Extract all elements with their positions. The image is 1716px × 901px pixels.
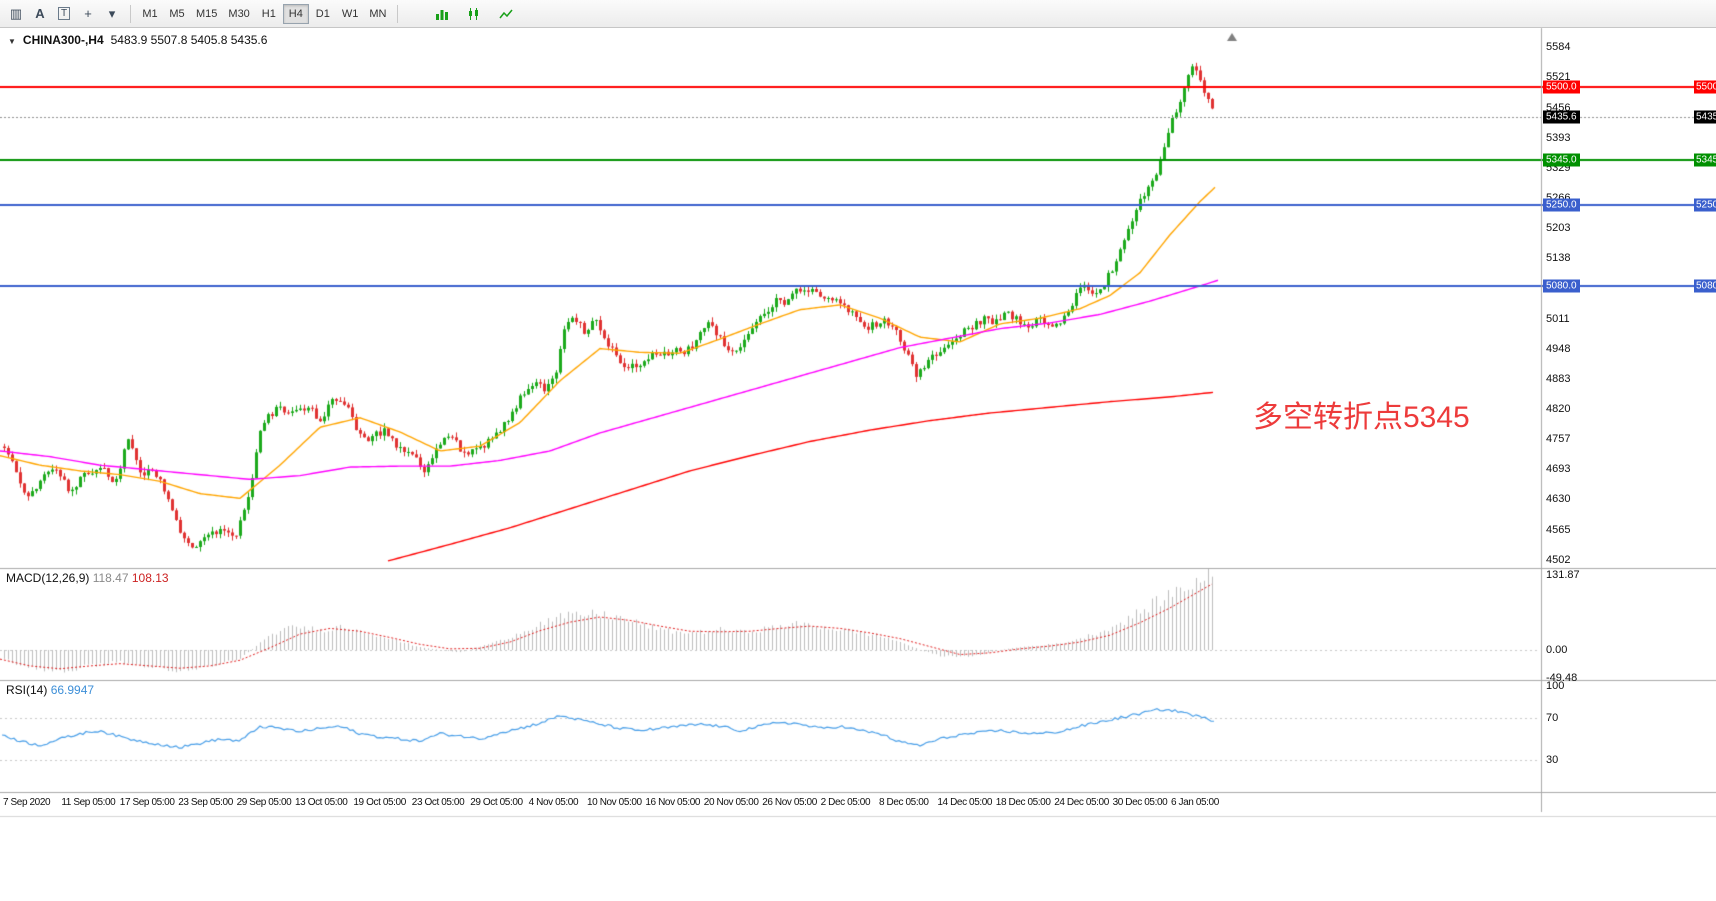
macd-signal-value: 108.13 (131, 571, 169, 585)
toolbar: ▥ A T + ▾ M1 M5 M15 M30 H1 H4 D1 W1 MN (0, 0, 1716, 28)
rsi-scale-label: 30 (1546, 754, 1559, 767)
timeframe-group: M1 M5 M15 M30 H1 H4 D1 W1 MN (137, 3, 391, 24)
time-axis-label: 29 Sep 05:00 (236, 797, 292, 808)
time-axis-label: 4 Nov 05:00 (528, 797, 579, 808)
text-label-icon: A (35, 6, 45, 21)
price-scale-label: 5203 (1546, 221, 1571, 234)
time-axis-label: 20 Nov 05:00 (703, 797, 759, 808)
toolbar-left-icons: ▥ A T + ▾ (4, 3, 124, 25)
dropdown-arrow-icon[interactable]: ▾ (100, 3, 124, 25)
price-badge: 5250.0 (1543, 198, 1580, 212)
price-scale-label: 4693 (1546, 463, 1571, 476)
price-badge: 5080.0 (1543, 279, 1580, 293)
time-axis-label: 10 Nov 05:00 (587, 797, 642, 808)
time-axis-label: 7 Sep 2020 (3, 797, 51, 808)
macd-name: MACD(12,26,9) (6, 571, 90, 585)
price-scale-label: 4630 (1546, 493, 1571, 506)
chart-window-icon: ▥ (9, 5, 23, 21)
time-axis-label: 16 Nov 05:00 (645, 797, 701, 808)
time-axis-label: 6 Jan 05:00 (1171, 797, 1219, 808)
macd-scale-label: -49.48 (1546, 672, 1578, 685)
time-axis-label: 11 Sep 05:00 (61, 797, 116, 808)
time-axis-label: 23 Oct 05:00 (411, 797, 465, 808)
price-scale-label: 4948 (1546, 342, 1571, 355)
timeframe-m1[interactable]: M1 (142, 7, 158, 20)
macd-main-value: 118.47 (92, 571, 129, 585)
symbol-title: CHINA300-,H4 (22, 33, 104, 47)
text-tool-icon: T (57, 7, 71, 20)
price-badge-edge: 5345.0 (1694, 153, 1716, 167)
time-axis-label: 19 Oct 05:00 (353, 797, 406, 808)
time-axis-label: 17 Sep 05:00 (119, 797, 175, 808)
rsi-scale-label: 70 (1546, 711, 1559, 724)
toolbar-right-icons (430, 3, 518, 25)
bar-chart-icon[interactable] (430, 3, 454, 25)
chart-window-icon[interactable]: ▥ (4, 3, 28, 25)
price-scale-label: 4820 (1546, 403, 1571, 416)
time-axis-label: 13 Oct 05:00 (295, 797, 348, 808)
macd-scale-label: 131.87 (1546, 569, 1580, 581)
line-chart-icon[interactable] (494, 3, 518, 25)
price-scale-label: 4883 (1546, 373, 1571, 386)
price-badge-edge: 5500.0 (1694, 80, 1716, 94)
price-badge-edge: 5080.0 (1694, 279, 1716, 293)
price-badge-edge: 5250.0 (1694, 198, 1716, 212)
timeframe-m15[interactable]: M15 (196, 7, 218, 20)
rsi-value: 66.9947 (50, 683, 95, 697)
price-scale-label: 4565 (1546, 524, 1571, 537)
toolbar-separator (130, 4, 131, 23)
rsi-name: RSI(14) (6, 683, 48, 697)
price-badge: 5345.0 (1543, 153, 1580, 167)
price-badge-edge: 5435.6 (1694, 110, 1716, 124)
text-label-icon[interactable]: A (28, 3, 52, 25)
timeframe-d1[interactable]: D1 (315, 7, 330, 20)
time-axis-label: 29 Oct 05:00 (470, 797, 523, 808)
toolbar-separator (397, 4, 399, 23)
symbol-dropdown-icon[interactable]: ▼ (8, 37, 16, 46)
price-scale-label: 5584 (1546, 41, 1571, 53)
price-scale-label: 5138 (1546, 252, 1571, 265)
ohlc-values: 5483.9 5507.8 5405.8 5435.6 (110, 33, 268, 47)
time-axis-label: 23 Sep 05:00 (178, 797, 233, 808)
price-badge: 5435.6 (1543, 110, 1580, 124)
macd-scale-label: 0.00 (1546, 644, 1568, 656)
dropdown-arrow-icon: ▾ (108, 5, 116, 21)
timeframe-w1[interactable]: W1 (341, 7, 359, 20)
price-scale-label: 5011 (1546, 312, 1570, 325)
time-axis-label: 14 Dec 05:00 (937, 797, 993, 808)
annotation-text[interactable]: 多空转折点5345 (1253, 401, 1470, 434)
text-tool-icon[interactable]: T (52, 3, 76, 25)
rsi-label: RSI(14) 66.9947 (6, 683, 94, 697)
price-scale-label: 4502 (1546, 553, 1571, 566)
price-scale-label: 5393 (1546, 131, 1571, 144)
price-scale-label: 5521 (1546, 70, 1571, 83)
time-axis-label: 24 Dec 05:00 (1054, 797, 1109, 808)
timeframe-m30[interactable]: M30 (228, 7, 250, 20)
rsi-scale-label: 100 (1546, 680, 1565, 692)
timeframe-h1[interactable]: H1 (261, 7, 276, 20)
crosshair-icon: + (84, 6, 92, 21)
time-axis-label: 26 Nov 05:00 (762, 797, 817, 808)
time-axis-label: 2 Dec 05:00 (820, 797, 871, 808)
time-axis-label: 30 Dec 05:00 (1112, 797, 1168, 808)
timeframe-mn[interactable]: MN (369, 7, 387, 20)
time-axis-label: 8 Dec 05:00 (879, 797, 929, 808)
timeframe-m5[interactable]: M5 (169, 7, 185, 20)
price-scale-label: 4757 (1546, 433, 1571, 446)
timeframe-h4[interactable]: H4 (282, 3, 309, 24)
price-badge: 5500.0 (1543, 80, 1580, 94)
macd-label: MACD(12,26,9) 118.47 108.13 (6, 571, 169, 585)
crosshair-icon[interactable]: + (76, 3, 100, 25)
time-axis-label: 18 Dec 05:00 (995, 797, 1051, 808)
chart-header: ▼ CHINA300-,H4 5483.9 5507.8 5405.8 5435… (8, 33, 267, 47)
candlestick-chart-icon[interactable] (462, 3, 486, 25)
price-scale-label: 5456 (1546, 101, 1571, 114)
